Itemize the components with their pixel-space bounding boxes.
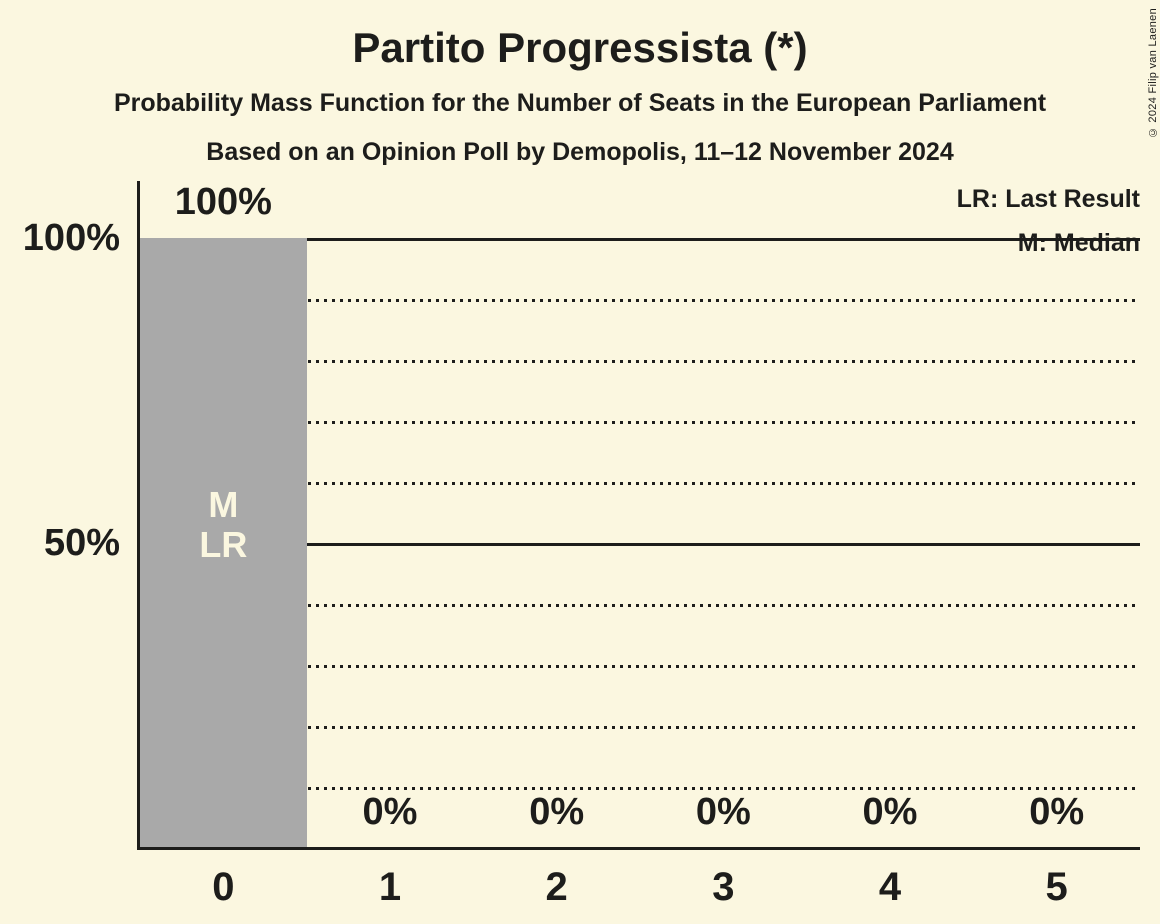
- gridline-dotted-70: [140, 421, 1140, 424]
- last-result-marker: LR: [199, 523, 248, 565]
- chart-subtitle-poll-info: Based on an Opinion Poll by Demopolis, 1…: [206, 138, 954, 166]
- value-label-seats-0: 100%: [174, 181, 272, 223]
- x-tick-label-1: 1: [378, 865, 402, 909]
- gridline-dotted-20: [140, 726, 1140, 729]
- x-tick-label-3: 3: [712, 865, 735, 909]
- gridline-dotted-40: [140, 604, 1140, 607]
- x-tick-label-5: 5: [1045, 865, 1068, 909]
- chart-title: Partito Progressista (*): [352, 24, 808, 71]
- median-marker: M: [208, 483, 239, 525]
- value-label-seats-4: 0%: [862, 791, 918, 833]
- chart-subtitle: Probability Mass Function for the Number…: [113, 89, 1047, 117]
- x-tick-label-0: 0: [212, 865, 235, 909]
- gridline-solid-50: [140, 543, 1140, 546]
- value-label-seats-2: 0%: [529, 791, 585, 833]
- plot-area: M LR: [140, 238, 1140, 848]
- gridline-dotted-30: [140, 665, 1140, 668]
- legend-entry-last-result: LR: Last Result: [956, 185, 1140, 213]
- bar-seats-0: M LR: [140, 238, 307, 848]
- bar-annotation: M LR: [140, 483, 307, 565]
- value-label-seats-5: 0%: [1029, 791, 1085, 833]
- value-label-seats-3: 0%: [695, 791, 751, 833]
- gridline-dotted-10: [140, 787, 1140, 790]
- legend: LR: Last Result M: Median: [957, 184, 1140, 272]
- y-axis-line: [137, 181, 140, 850]
- y-axis-label-50: 50%: [43, 522, 120, 564]
- x-tick-label-2: 2: [545, 865, 568, 909]
- gridline-dotted-60: [140, 482, 1140, 485]
- gridline-dotted-80: [140, 360, 1140, 363]
- x-tick-label-4: 4: [878, 865, 902, 909]
- gridline-solid-100: [140, 238, 1140, 241]
- value-label-seats-1: 0%: [362, 791, 418, 833]
- x-axis-line: [137, 847, 1140, 850]
- y-axis-label-100: 100%: [22, 217, 120, 259]
- gridline-dotted-90: [140, 299, 1140, 302]
- legend-entry-median: M: Median: [1017, 229, 1140, 257]
